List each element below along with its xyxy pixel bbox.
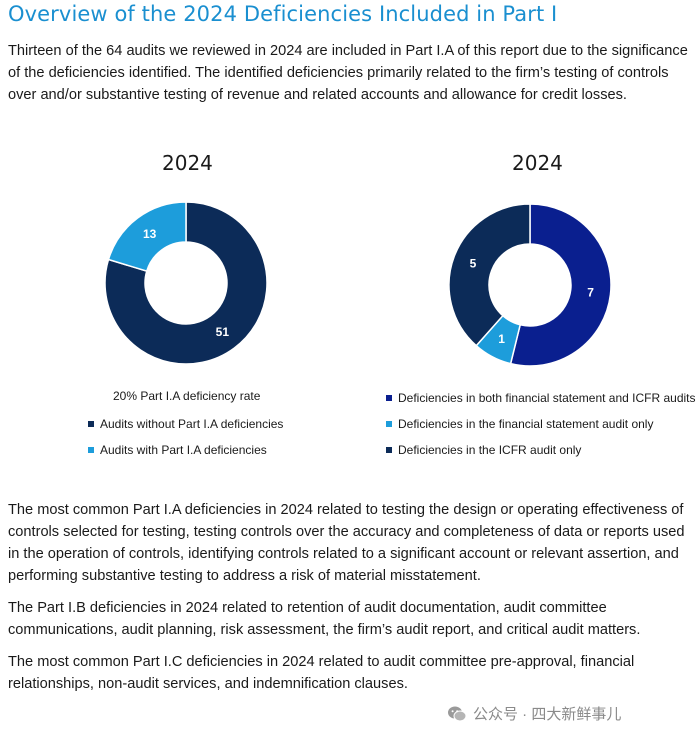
part-ib-paragraph: The Part I.B deficiencies in 2024 relate…: [8, 600, 641, 638]
audits-donut-chart: 2024 51 13 20% Part I.A deficiency rate A…: [0, 135, 350, 475]
page-title: Overview of the 2024 Deficiencies Includ…: [8, 2, 558, 26]
chart-legend: Audits without Part I.A deficiencies Audi…: [88, 411, 283, 463]
legend-item: Deficiencies in both financial statement…: [386, 385, 696, 411]
deficiencies-donut-chart: 2024 7 1 5 Deficiencies in both financial …: [350, 135, 700, 475]
chart-title: 2024: [512, 151, 563, 175]
chart-subtitle: 20% Part I.A deficiency rate: [113, 389, 261, 403]
legend-swatch: [386, 395, 392, 401]
legend-label: Deficiencies in the financial statement …: [398, 417, 654, 431]
donut-slice: [107, 201, 187, 273]
part-ic-paragraph: The most common Part I.C deficiencies in…: [8, 654, 635, 692]
legend-swatch: [386, 447, 392, 453]
chart-legend: Deficiencies in both financial statement…: [386, 385, 696, 463]
legend-item: Deficiencies in the financial statement …: [386, 411, 696, 437]
donut-slice: [509, 203, 612, 367]
slice-value-label: 7: [587, 285, 594, 299]
legend-swatch: [386, 421, 392, 427]
part-ia-paragraph: The most common Part I.A deficiencies in…: [8, 502, 685, 584]
legend-label: Audits without Part I.A deficiencies: [100, 417, 284, 431]
legend-item: Audits without Part I.A deficiencies: [88, 411, 283, 437]
chart-title: 2024: [162, 151, 213, 175]
donut-svg: 51 13: [104, 201, 268, 365]
intro-paragraph: Thirteen of the 64 audits we reviewed in…: [8, 43, 688, 103]
donut-slice: [448, 203, 531, 347]
legend-swatch: [88, 421, 94, 427]
slice-value-label: 1: [498, 332, 505, 346]
watermark-text: 公众号 · 四大新鲜事儿: [473, 706, 622, 723]
legend-swatch: [88, 447, 94, 453]
legend-item: Audits with Part I.A deficiencies: [88, 437, 283, 463]
donut-slice: [104, 201, 268, 365]
slice-value-label: 13: [143, 227, 157, 241]
watermark: 公众号 · 四大新鲜事儿: [447, 703, 621, 724]
slice-value-label: 51: [216, 325, 230, 339]
wechat-icon: [448, 706, 467, 721]
legend-label: Audits with Part I.A deficiencies: [100, 443, 267, 457]
legend-label: Deficiencies in both financial statement…: [398, 391, 696, 405]
donut-svg: 7 1 5: [448, 203, 612, 367]
legend-label: Deficiencies in the ICFR audit only: [398, 443, 582, 457]
slice-value-label: 5: [470, 256, 477, 270]
legend-item: Deficiencies in the ICFR audit only: [386, 437, 696, 463]
